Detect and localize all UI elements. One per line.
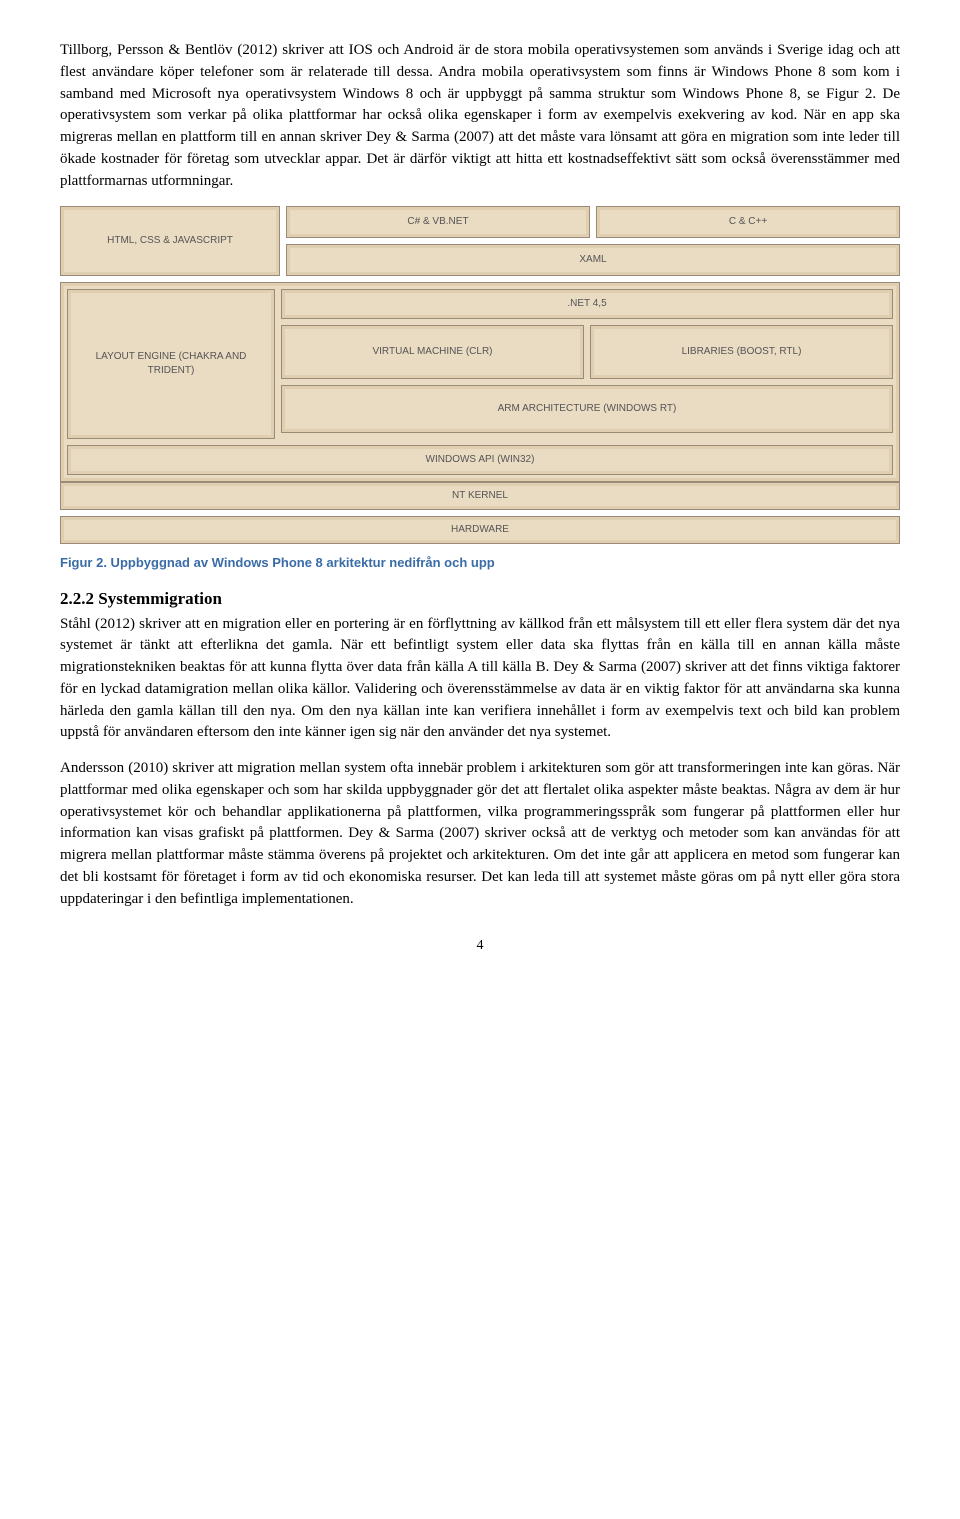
box-net45: .NET 4,5: [281, 289, 893, 319]
architecture-diagram: HTML, CSS & JAVASCRIPT C# & VB.NET C & C…: [60, 206, 900, 544]
box-html-css-js: HTML, CSS & JAVASCRIPT: [60, 206, 280, 276]
box-arm-architecture: ARM ARCHITECTURE (WINDOWS RT): [281, 385, 893, 433]
box-virtual-machine: VIRTUAL MACHINE (CLR): [281, 325, 584, 379]
section-heading: 2.2.2 Systemmigration: [60, 587, 900, 612]
box-xaml: XAML: [286, 244, 900, 276]
page-number: 4: [60, 936, 900, 956]
box-hardware: HARDWARE: [60, 516, 900, 544]
box-layout-engine: LAYOUT ENGINE (CHAKRA AND TRIDENT): [67, 289, 275, 439]
diagram-row-2-container: LAYOUT ENGINE (CHAKRA AND TRIDENT) .NET …: [60, 282, 900, 482]
box-windows-api: WINDOWS API (WIN32): [67, 445, 893, 475]
paragraph-3: Andersson (2010) skriver att migration m…: [60, 758, 900, 910]
box-csharp-vbnet: C# & VB.NET: [286, 206, 590, 238]
figure-caption: Figur 2. Uppbyggnad av Windows Phone 8 a…: [60, 554, 900, 573]
box-c-cpp: C & C++: [596, 206, 900, 238]
paragraph-2: Ståhl (2012) skriver att en migration el…: [60, 614, 900, 745]
box-libraries: LIBRARIES (BOOST, RTL): [590, 325, 893, 379]
box-nt-kernel: NT KERNEL: [60, 482, 900, 510]
diagram-row-1: HTML, CSS & JAVASCRIPT C# & VB.NET C & C…: [60, 206, 900, 276]
paragraph-1: Tillborg, Persson & Bentlöv (2012) skriv…: [60, 40, 900, 192]
